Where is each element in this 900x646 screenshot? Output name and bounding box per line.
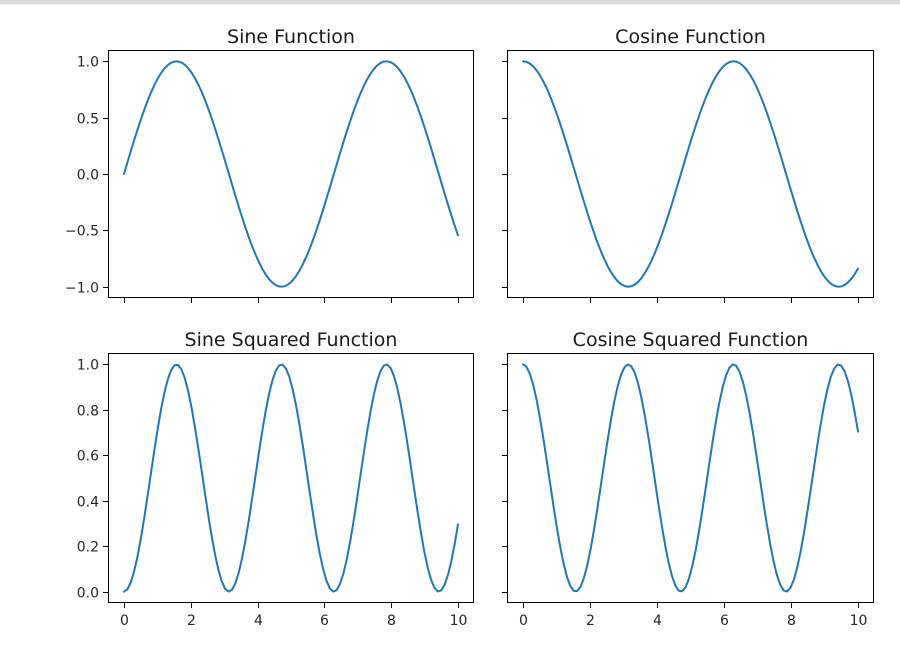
axes-frame: [108, 353, 474, 603]
x-tick-label: 10: [450, 613, 468, 629]
x-tick-label: 6: [720, 613, 729, 629]
y-tick-label: 0.6: [77, 449, 99, 465]
subplot-sine: Sine Function 1.0 0.5 0.0 −0.5 −1.0: [65, 26, 474, 303]
x-tick-label: 4: [254, 613, 263, 629]
subplot-title: Cosine Squared Function: [573, 329, 809, 351]
x-tick-label: 0: [120, 613, 129, 629]
series-line: [522, 363, 859, 593]
x-tick-label: 2: [187, 613, 196, 629]
x-tick-label: 8: [787, 613, 796, 629]
y-tick-label: 0.0: [77, 586, 99, 602]
axes-frame: [108, 50, 474, 298]
axes-frame: [507, 50, 874, 298]
y-tick-label: 0.0: [77, 168, 99, 184]
series-line: [123, 363, 459, 593]
subplot-cosine-squared: Cosine Squared Function 0 2 4 6 8 10: [502, 329, 874, 629]
top-border: [0, 0, 900, 4]
subplot-title: Cosine Function: [615, 26, 766, 48]
y-tick-label: 0.8: [77, 404, 99, 420]
x-tick-label: 8: [387, 613, 396, 629]
y-tick-label: 0.4: [77, 495, 99, 511]
y-tick-label: 0.2: [77, 540, 99, 556]
y-tick-label: 1.0: [77, 358, 99, 374]
x-tick-label: 10: [850, 613, 868, 629]
x-tick-label: 4: [653, 613, 662, 629]
subplot-title: Sine Squared Function: [185, 329, 398, 351]
y-tick-label: −0.5: [65, 224, 99, 240]
y-tick-label: −1.0: [65, 281, 99, 297]
series-line: [123, 60, 459, 288]
subplot-sine-squared: Sine Squared Function 0 2 4 6 8 10 1.0 0.8 0.6 0.4…: [77, 329, 474, 629]
subplot-title: Sine Function: [227, 26, 355, 48]
series-line: [522, 60, 859, 288]
y-tick-label: 1.0: [77, 55, 99, 71]
x-tick-label: 0: [519, 613, 528, 629]
y-tick-label: 0.5: [77, 112, 99, 128]
axes-frame: [507, 353, 874, 603]
subplot-cosine: Cosine Function: [502, 26, 874, 303]
top-border-shadow: [0, 4, 900, 5]
x-tick-label: 6: [320, 613, 329, 629]
x-tick-label: 2: [586, 613, 595, 629]
